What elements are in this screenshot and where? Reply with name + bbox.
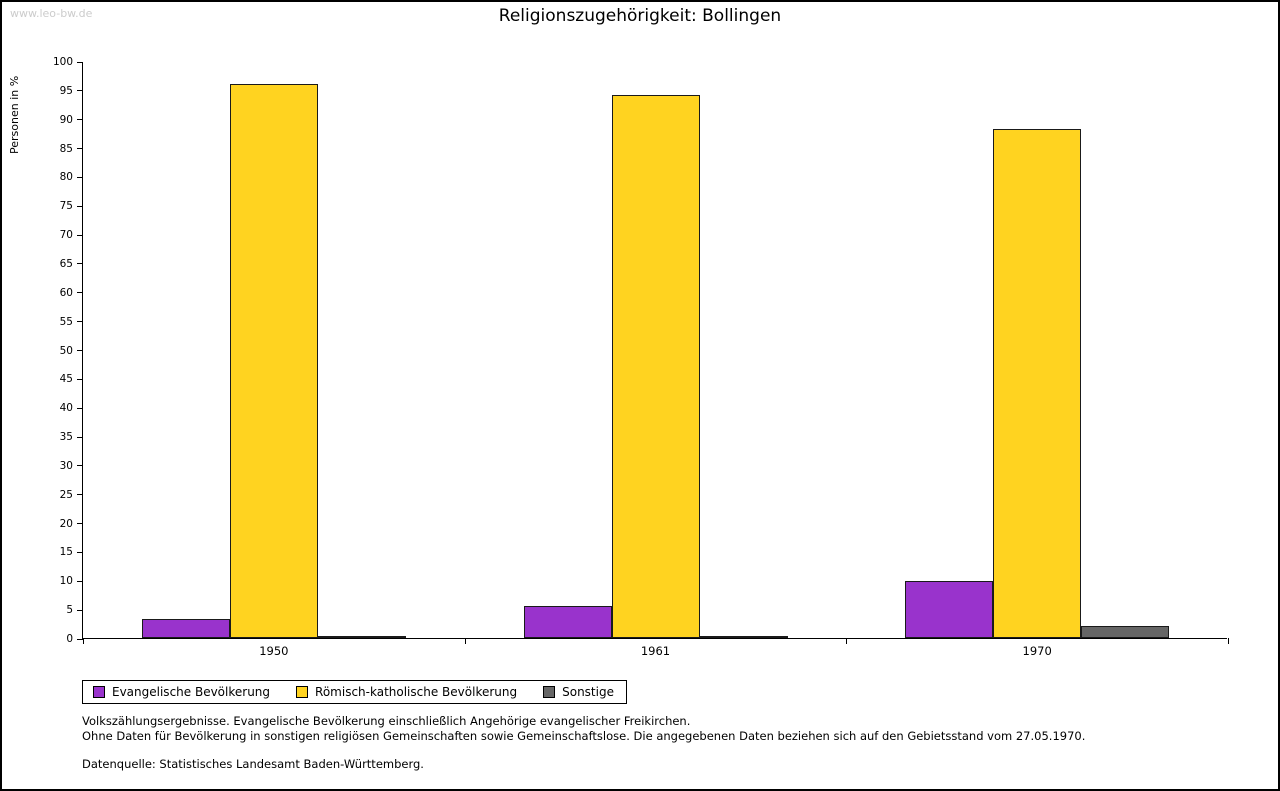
- legend-entry-katholische: Römisch-katholische Bevölkerung: [296, 685, 517, 699]
- legend-entry-evangelische: Evangelische Bevölkerung: [93, 685, 270, 699]
- y-tick-mark: [77, 436, 83, 438]
- chart-title: Religionszugehörigkeit: Bollingen: [498, 6, 782, 26]
- y-tick-label: 45: [59, 373, 73, 386]
- y-tick-label: 5: [66, 604, 73, 617]
- legend-swatch-sonstige: [543, 686, 556, 698]
- y-tick-label: 10: [59, 575, 73, 588]
- y-tick-label: 35: [59, 431, 73, 444]
- y-tick-mark: [77, 119, 83, 121]
- y-tick-mark: [77, 292, 83, 294]
- bar-römisch-katholische-1950: [229, 84, 318, 638]
- y-tick-label: 100: [52, 56, 73, 68]
- legend-swatch-katholische: [296, 686, 309, 698]
- bar-sonstige-1950: [317, 635, 406, 638]
- y-tick-mark: [77, 61, 83, 63]
- x-tick-mark: [464, 638, 466, 644]
- category-label-1970: 1970: [1022, 644, 1052, 658]
- plot-area: 0 5 10 15 20 25 30 35 40 45 50 55 60 65 70 75 80 85 90 95 10…: [53, 56, 1229, 658]
- watermark: www.leo-bw.de: [10, 7, 93, 20]
- bar-römisch-katholische-1961: [611, 95, 700, 638]
- x-tick-mark: [83, 638, 84, 644]
- y-tick-label: 80: [59, 171, 73, 184]
- bar-evangelische-1961: [523, 606, 612, 638]
- footnote-line-1: Volkszählungsergebnisse. Evangelische Be…: [82, 714, 691, 728]
- y-tick-label: 0: [66, 633, 73, 645]
- footnote-line-2: Ohne Daten für Bevölkerung in sonstigen …: [82, 729, 1086, 743]
- y-tick-mark: [77, 407, 83, 409]
- y-tick-label: 40: [59, 402, 73, 415]
- y-tick-label: 60: [59, 286, 73, 299]
- y-tick-label: 75: [59, 200, 73, 213]
- x-tick-mark: [1228, 638, 1229, 644]
- y-tick-mark: [77, 263, 83, 265]
- legend: Evangelische Bevölkerung Römisch-katholi…: [82, 680, 627, 704]
- y-tick-mark: [77, 494, 83, 496]
- bar-römisch-katholische-1970: [993, 128, 1082, 638]
- y-tick-label: 50: [59, 344, 73, 357]
- y-tick-label: 15: [59, 546, 73, 559]
- y-tick-label: 85: [59, 142, 73, 155]
- legend-label-katholische: Römisch-katholische Bevölkerung: [315, 685, 518, 699]
- y-tick-mark: [77, 234, 83, 236]
- y-tick-mark: [77, 205, 83, 207]
- y-tick-mark: [77, 378, 83, 380]
- y-tick-mark: [77, 551, 83, 553]
- y-tick-mark: [77, 90, 83, 92]
- y-tick-mark: [77, 465, 83, 467]
- y-tick-mark: [77, 609, 83, 611]
- category-label-1950: 1950: [259, 644, 289, 658]
- y-tick-mark: [77, 580, 83, 582]
- category-label-1961: 1961: [640, 644, 671, 658]
- y-tick-label: 70: [59, 229, 73, 242]
- y-tick-mark: [77, 350, 83, 351]
- y-tick-label: 90: [59, 113, 73, 126]
- y-tick-mark: [77, 523, 83, 525]
- bar-sonstige-1961: [699, 636, 788, 638]
- legend-label-sonstige: Sonstige: [562, 685, 614, 699]
- y-tick-mark: [77, 148, 83, 150]
- footnote-source: Datenquelle: Statistisches Landesamt Bad…: [82, 757, 424, 771]
- x-tick-mark: [846, 638, 848, 644]
- bar-evangelische-1950: [141, 618, 230, 638]
- y-tick-mark: [77, 321, 83, 323]
- footnotes: Volkszählungsergebnisse. Evangelische Be…: [82, 714, 1085, 772]
- legend-entry-sonstige: Sonstige: [543, 685, 614, 699]
- y-tick-label: 20: [59, 517, 73, 530]
- y-tick-label: 65: [59, 257, 73, 270]
- bar-evangelische-1970: [905, 581, 994, 638]
- y-tick-label: 25: [59, 488, 73, 501]
- y-tick-label: 30: [59, 459, 73, 472]
- bar-sonstige-1970: [1081, 626, 1170, 638]
- y-tick-mark: [77, 638, 83, 640]
- y-tick-label: 55: [59, 315, 73, 328]
- legend-label-evangelische: Evangelische Bevölkerung: [112, 685, 271, 699]
- y-tick-label: 95: [59, 84, 73, 97]
- y-tick-mark: [77, 176, 83, 178]
- y-axis-title: Personen in %: [8, 75, 21, 154]
- legend-swatch-evangelische: [93, 686, 105, 698]
